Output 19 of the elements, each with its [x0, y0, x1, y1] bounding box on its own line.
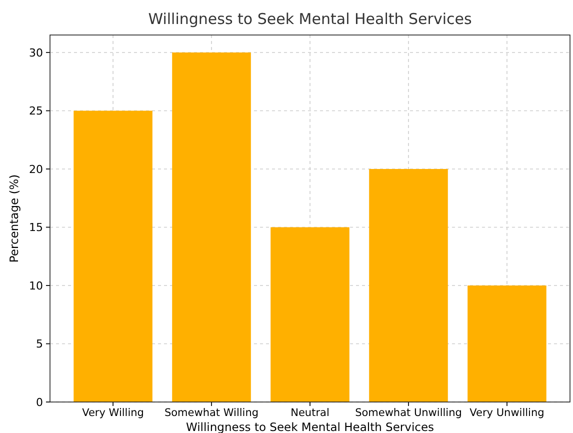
- x-tick-label: Somewhat Willing: [164, 407, 259, 419]
- y-tick-label: 25: [29, 104, 43, 118]
- bar: [270, 227, 350, 402]
- bar: [468, 285, 546, 402]
- y-tick-label: 0: [36, 396, 43, 409]
- bar: [74, 110, 152, 402]
- y-tick-label: 20: [29, 162, 43, 176]
- y-axis-title: Percentage (%): [7, 174, 21, 263]
- y-tick-label: 10: [29, 279, 43, 292]
- x-tick-label: Somewhat Unwilling: [355, 407, 462, 419]
- y-tick-label: 5: [36, 338, 43, 351]
- bar: [369, 168, 448, 402]
- x-tick-label: Very Unwilling: [470, 407, 544, 419]
- y-tick-label: 30: [29, 46, 43, 60]
- chart-title: Willingness to Seek Mental Health Services: [148, 10, 472, 28]
- y-tick-label: 15: [29, 221, 43, 234]
- x-tick-label: Neutral: [290, 407, 330, 419]
- x-tick-label: Very Willing: [82, 407, 144, 419]
- bar: [172, 52, 251, 402]
